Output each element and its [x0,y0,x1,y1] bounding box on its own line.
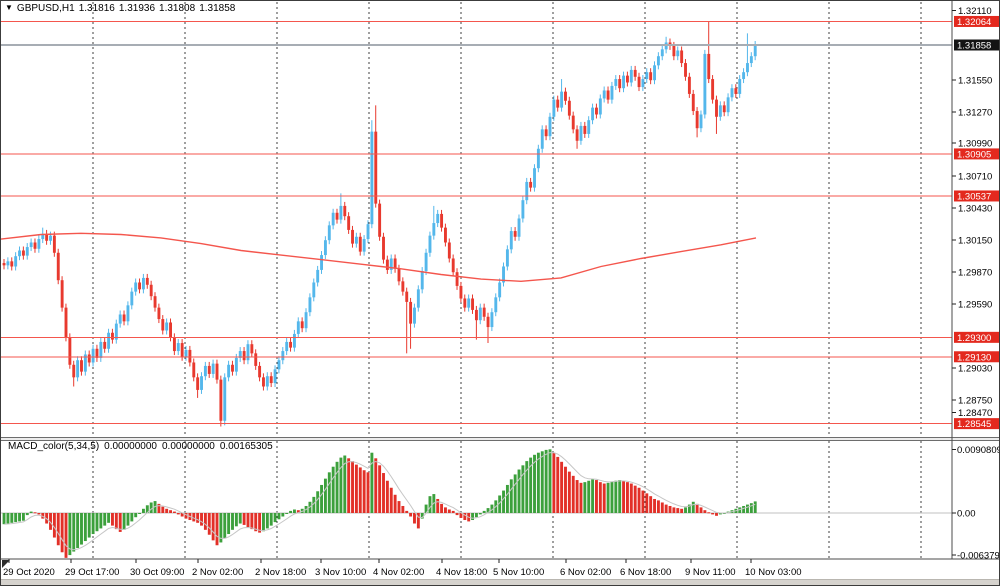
svg-text:2 Nov 18:00: 2 Nov 18:00 [255,567,306,578]
chevron-down-icon: ▼ [5,3,13,12]
svg-text:29 Oct 17:00: 29 Oct 17:00 [65,567,119,578]
svg-text:10 Nov 03:00: 10 Nov 03:00 [745,567,802,578]
svg-text:1.31270: 1.31270 [958,108,992,119]
svg-text:4 Nov 02:00: 4 Nov 02:00 [373,567,424,578]
moving-average-line[interactable] [1,232,757,283]
quote-close: 1.31858 [199,3,236,14]
svg-text:29 Oct 2020: 29 Oct 2020 [3,567,55,578]
quote-high: 1.31936 [118,3,156,14]
svg-text:1.30710: 1.30710 [958,172,992,183]
svg-text:1.29300: 1.29300 [957,333,991,344]
svg-text:-0.0063793: -0.0063793 [957,551,999,562]
svg-text:6 Nov 18:00: 6 Nov 18:00 [620,567,671,578]
macd-indicator-label: MACD_color(5,34,5) 0.00000000 0.00000000 0.… [8,441,278,452]
svg-text:1.28470: 1.28470 [958,408,992,419]
macd-histogram [1,449,952,558]
macd-value-2: 0.00000000 [162,441,215,452]
candles-layer [2,21,757,427]
horizontal-level-lines[interactable] [1,20,952,425]
quote-low: 1.31808 [159,3,196,14]
svg-text:2 Nov 02:00: 2 Nov 02:00 [192,567,243,578]
svg-text:1.28750: 1.28750 [958,396,992,407]
svg-text:1.29590: 1.29590 [958,300,992,311]
svg-text:0.00: 0.00 [957,509,976,520]
svg-text:5 Nov 10:00: 5 Nov 10:00 [493,567,544,578]
price-axis[interactable]: 1.32110 1.31550 1.31270 1.30990 1.30710 1.304… [951,1,999,562]
svg-text:4 Nov 18:00: 4 Nov 18:00 [436,567,487,578]
svg-text:1.32110: 1.32110 [958,6,992,17]
svg-text:1.31550: 1.31550 [958,76,992,87]
time-axis[interactable]: 29 Oct 2020 29 Oct 17:00 30 Oct 09:00 2 Nov… [3,559,802,578]
svg-text:1.30430: 1.30430 [958,204,992,215]
svg-text:1.30990: 1.30990 [958,138,992,149]
pane-separators[interactable] [1,437,999,585]
svg-text:1.28545: 1.28545 [957,419,991,430]
svg-text:1.29870: 1.29870 [958,268,992,279]
price-axis-badges: 1.32064 1.30905 1.30537 1.29300 1.29130 1.285… [954,15,999,430]
svg-text:9 Nov 11:00: 9 Nov 11:00 [685,567,736,578]
svg-text:3 Nov 10:00: 3 Nov 10:00 [315,567,366,578]
svg-text:6 Nov 02:00: 6 Nov 02:00 [560,567,611,578]
svg-text:1.29130: 1.29130 [957,352,991,363]
svg-text:0.0090809: 0.0090809 [957,445,999,456]
svg-text:1.30150: 1.30150 [958,236,992,247]
chart-header: ▼ GBPUSD,H1 1.31816 1.31936 1.31808 1.31858 [5,3,239,14]
svg-text:30 Oct 09:00: 30 Oct 09:00 [130,567,184,578]
quote-open: 1.31816 [78,3,115,14]
macd-name: MACD_color(5,34,5) [8,441,100,452]
svg-text:1.31858: 1.31858 [957,41,991,52]
svg-text:1.32064: 1.32064 [957,17,991,28]
autoscroll-corner-icon[interactable] [2,560,10,568]
macd-signal-line [3,452,756,551]
svg-text:1.30537: 1.30537 [957,191,991,202]
svg-text:1.29030: 1.29030 [958,364,992,375]
macd-value-1: 0.00000000 [104,441,157,452]
svg-text:1.30905: 1.30905 [957,149,991,160]
symbol-period-label: GBPUSD,H1 [16,3,75,14]
macd-value-3: 0.00165305 [219,441,273,452]
